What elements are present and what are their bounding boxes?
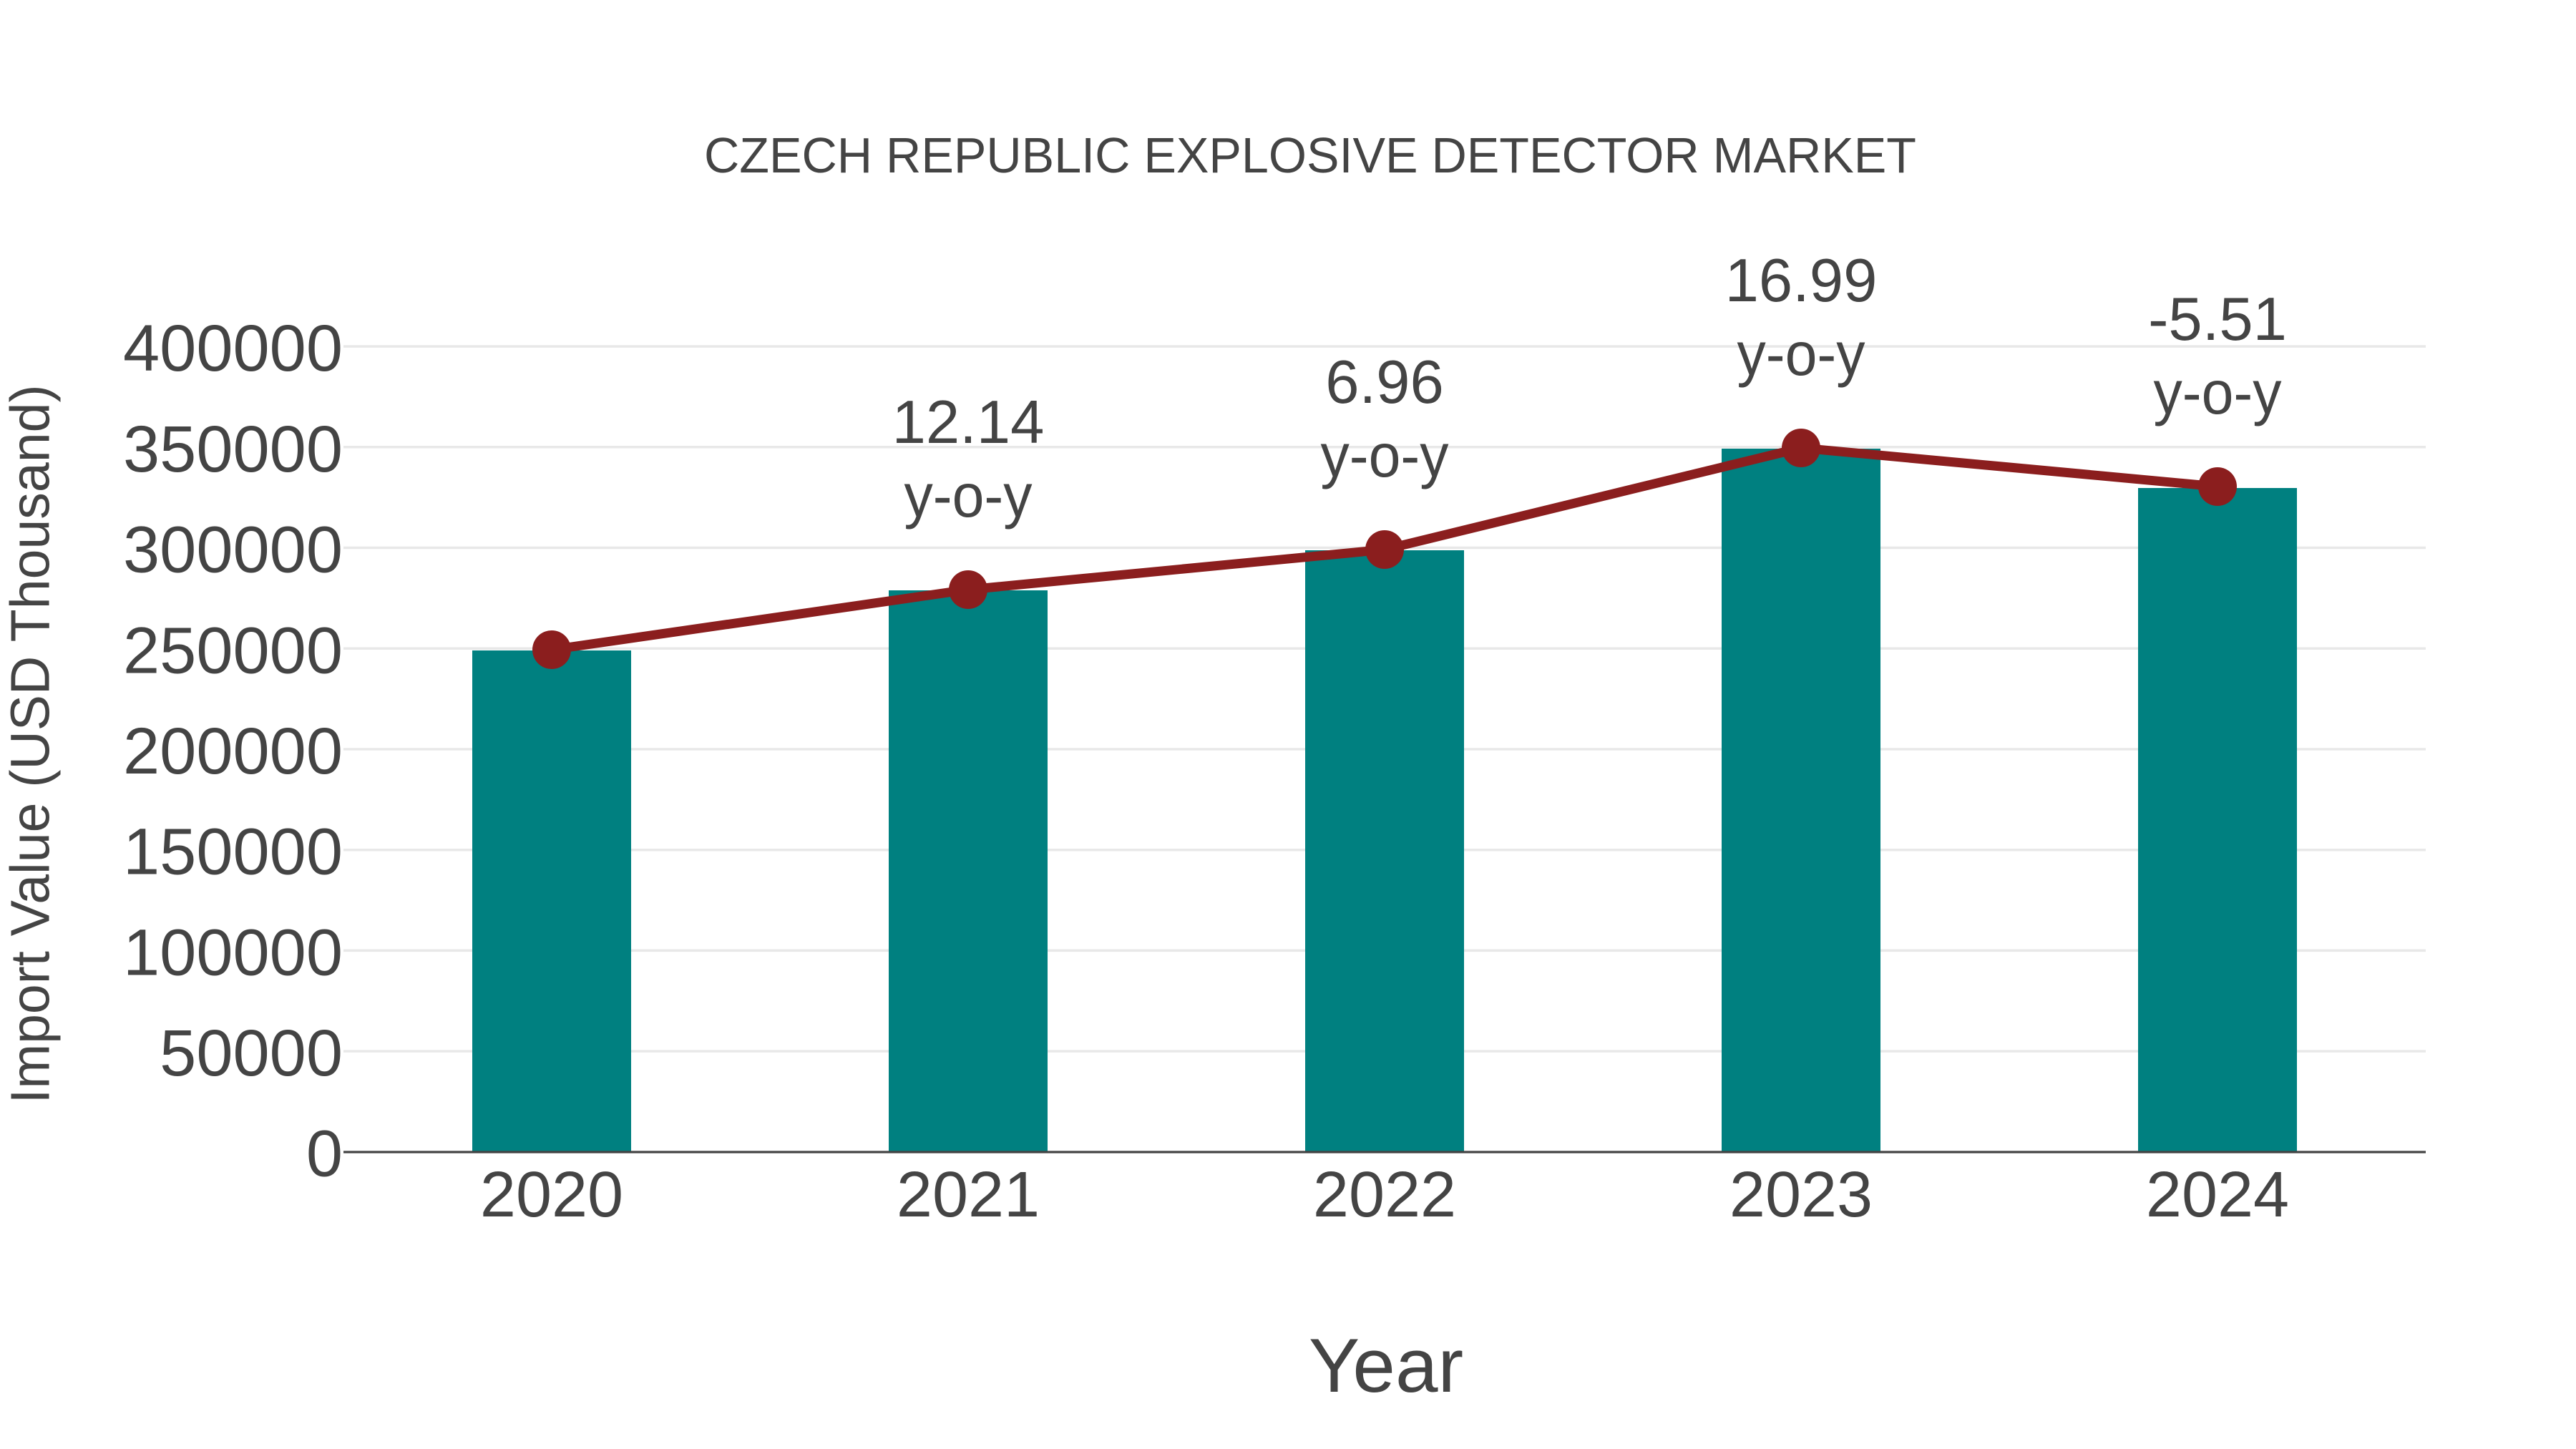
svg-text:250000: 250000: [123, 614, 343, 687]
svg-text:y-o-y: y-o-y: [1321, 422, 1449, 490]
svg-text:y-o-y: y-o-y: [904, 462, 1033, 530]
svg-text:0: 0: [306, 1118, 343, 1191]
svg-text:100000: 100000: [123, 916, 343, 989]
svg-text:y-o-y: y-o-y: [2154, 359, 2282, 427]
svg-text:12.14: 12.14: [892, 389, 1045, 457]
svg-text:2020: 2020: [480, 1159, 623, 1231]
svg-text:350000: 350000: [123, 413, 343, 486]
svg-text:-5.51: -5.51: [2148, 286, 2287, 353]
svg-text:6.96: 6.96: [1325, 348, 1443, 416]
svg-text:Year: Year: [1309, 1322, 1463, 1408]
svg-text:16.99: 16.99: [1725, 247, 1878, 315]
svg-text:200000: 200000: [123, 715, 343, 788]
svg-text:150000: 150000: [123, 816, 343, 889]
svg-text:2022: 2022: [1313, 1159, 1456, 1231]
svg-text:y-o-y: y-o-y: [1737, 321, 1865, 389]
svg-text:2024: 2024: [2146, 1159, 2289, 1231]
svg-text:50000: 50000: [160, 1017, 343, 1090]
svg-text:2021: 2021: [897, 1159, 1040, 1231]
svg-text:300000: 300000: [123, 514, 343, 587]
svg-text:2023: 2023: [1729, 1159, 1873, 1231]
svg-text:Import Value (USD Thousand): Import Value (USD Thousand): [0, 385, 62, 1104]
svg-text:400000: 400000: [123, 312, 343, 385]
svg-text:CZECH REPUBLIC EXPLOSIVE DETEC: CZECH REPUBLIC EXPLOSIVE DETECTOR MARKET: [704, 127, 1916, 183]
